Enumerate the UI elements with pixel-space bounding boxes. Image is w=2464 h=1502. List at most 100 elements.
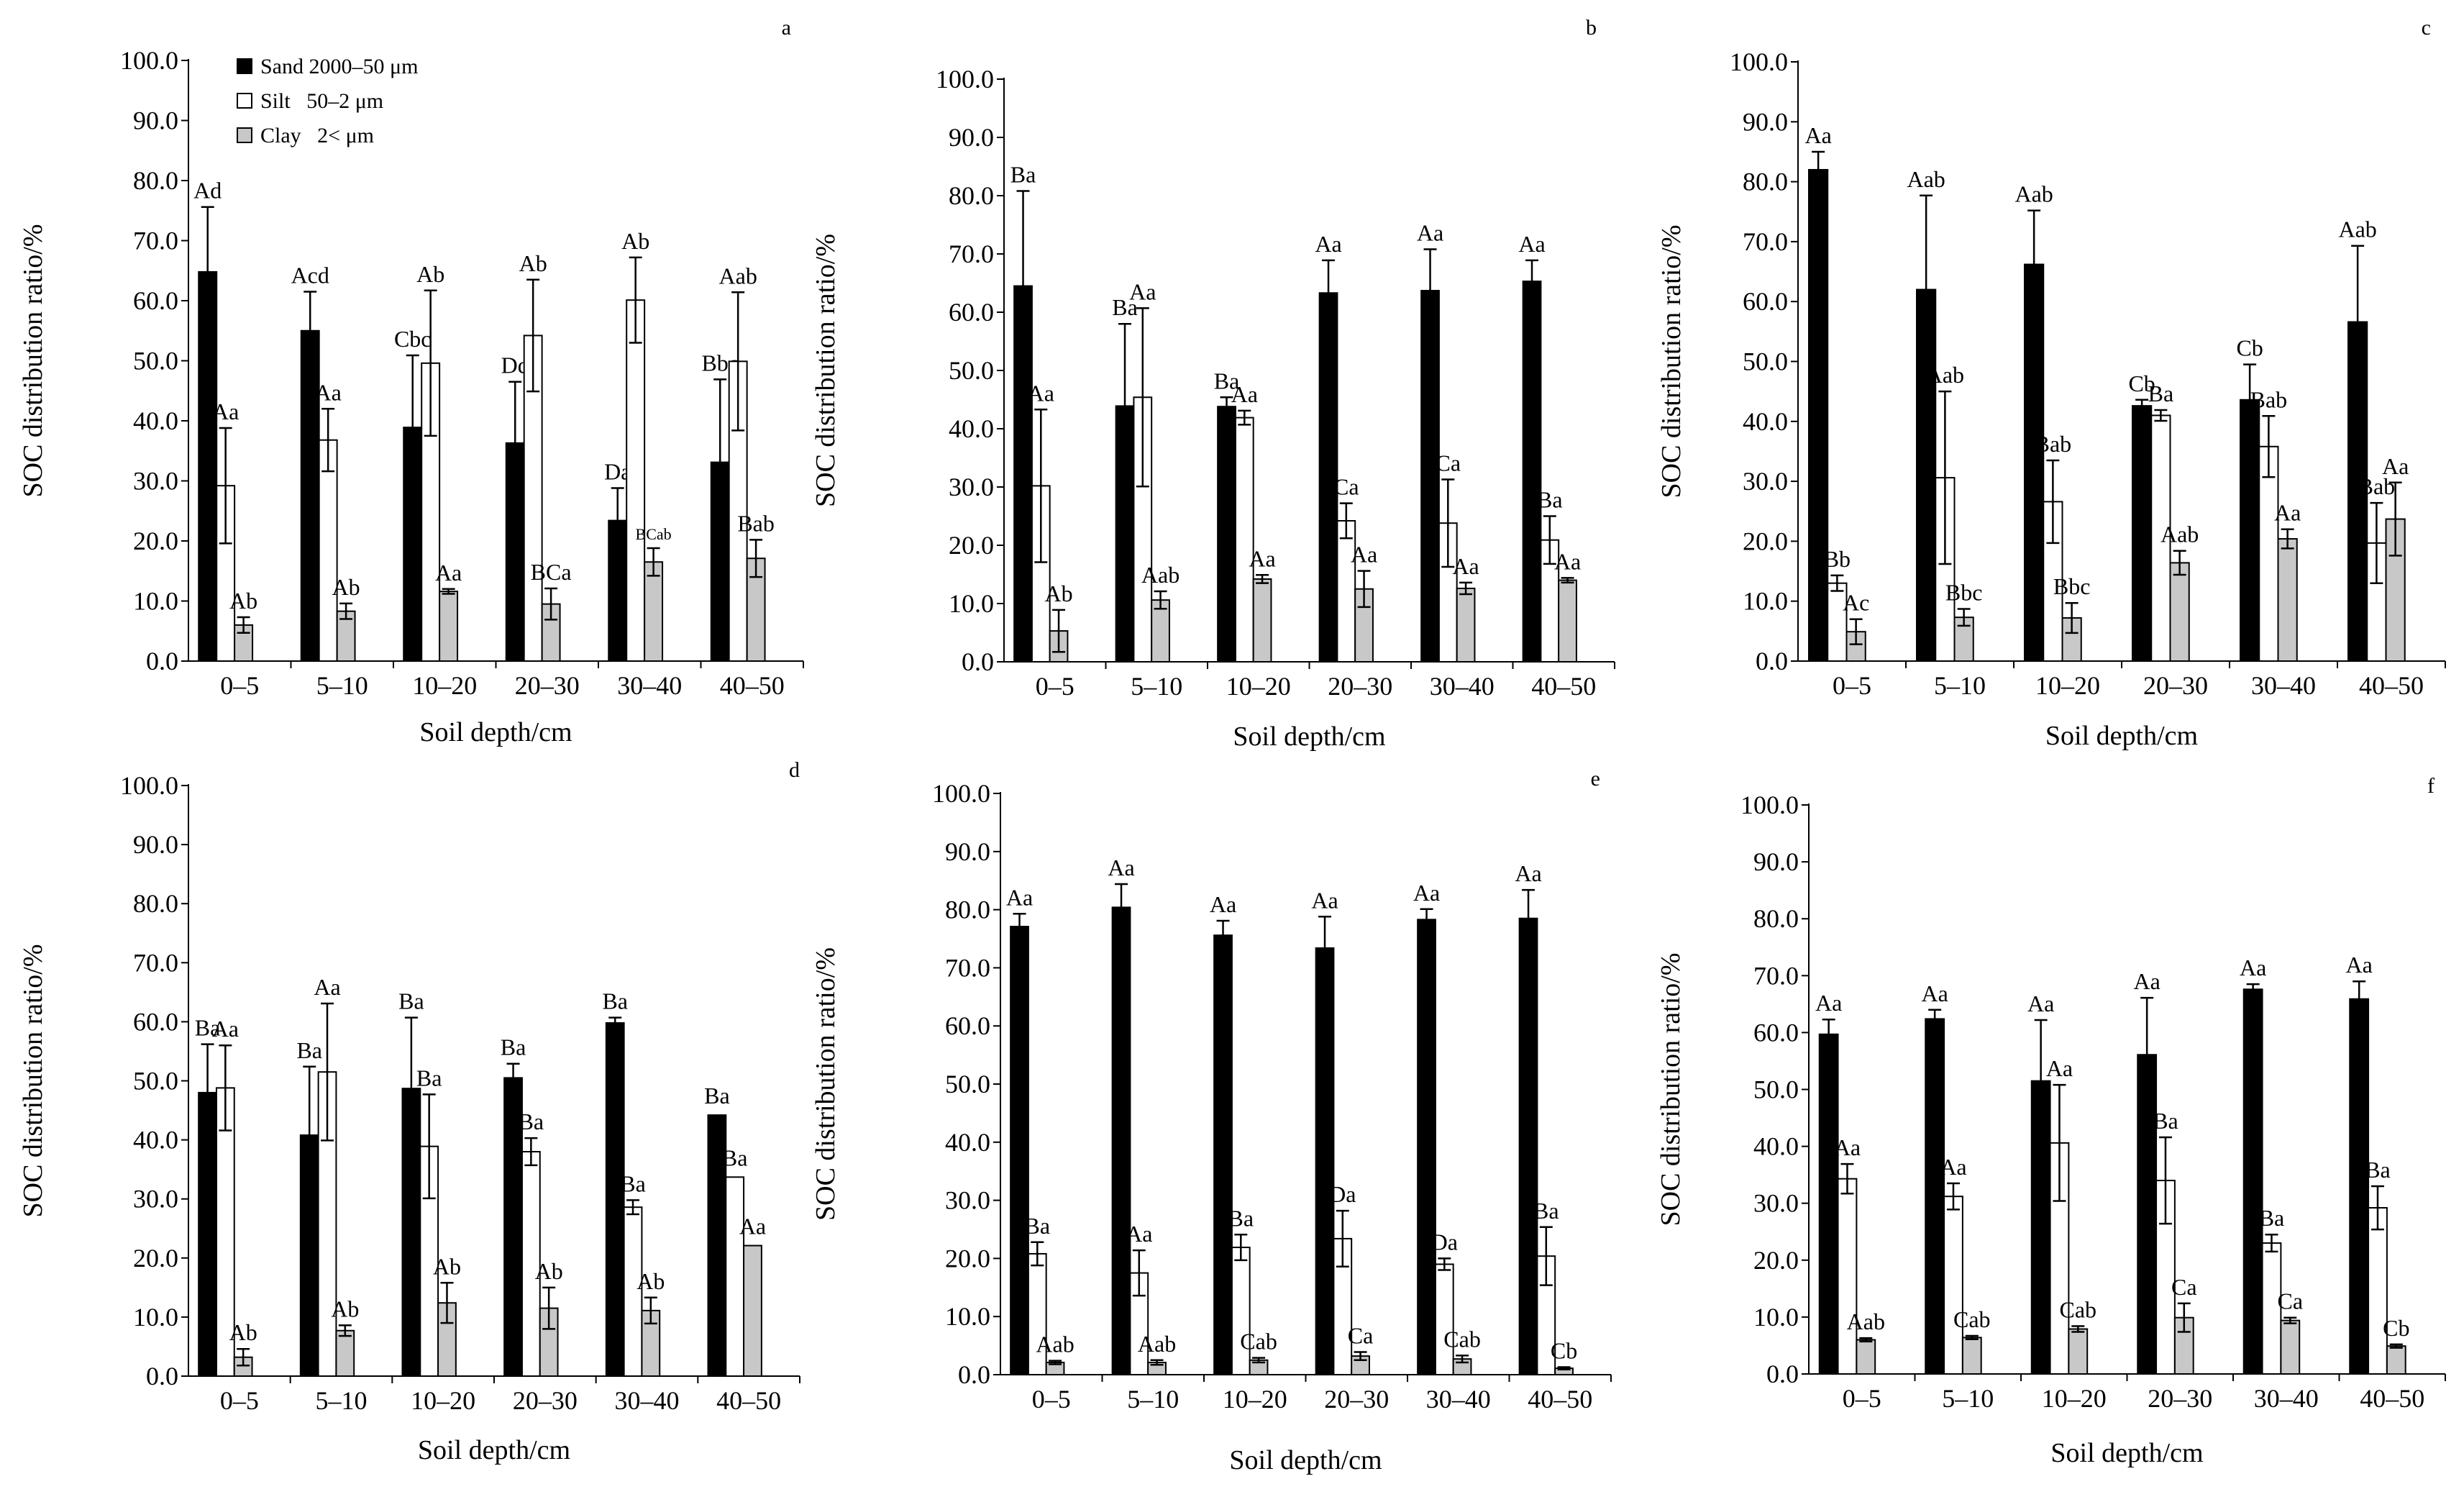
data-label-clay-a: BCa	[531, 559, 572, 585]
bar-clay-a	[644, 561, 664, 662]
y-axis-label-c: SOC distribution ratio/%	[1656, 225, 1687, 499]
data-label-clay-d: Ab	[535, 1258, 563, 1284]
y-tick-label-b: 80.0	[949, 181, 994, 210]
x-tick-label-b: 30–40	[1430, 672, 1495, 701]
data-label-silt-e: Aa	[1126, 1221, 1152, 1247]
data-label-silt-e: Da	[1329, 1181, 1356, 1207]
y-tick-label-d: 90.0	[133, 830, 178, 859]
bar-sand-e	[1417, 919, 1436, 1376]
bar-silt-f	[1837, 1178, 1858, 1375]
chart-panel-e: e 0.0 10.0 20.0 30.0 40.0 50.0 60.0 70.0 80.0 90.0…	[811, 767, 1612, 1475]
bar-sand-c	[2240, 399, 2260, 662]
y-tick-label-d: 50.0	[133, 1067, 178, 1096]
bar-silt-d	[623, 1206, 643, 1377]
bar-sand-d	[605, 1022, 625, 1377]
y-tick-label-c: 90.0	[1743, 107, 1788, 136]
x-tick-label-e: 40–50	[1528, 1385, 1592, 1414]
data-label-clay-c: Bbc	[2053, 573, 2091, 599]
y-tick-label-c: 0.0	[1756, 647, 1788, 675]
y-axis-label-b: SOC distribution ratio/%	[811, 234, 841, 507]
x-tick-label-f: 20–30	[2148, 1384, 2212, 1413]
panel-letter-e: e	[1591, 767, 1600, 791]
data-label-silt-d: Aa	[212, 1016, 239, 1042]
data-label-silt-c: Bab	[2250, 386, 2288, 412]
bar-clay-b	[1151, 599, 1170, 663]
legend-label-sand: Sand 2000–50 μm	[260, 55, 418, 78]
data-label-silt-d: Aa	[314, 974, 340, 1000]
x-tick-label-a: 40–50	[720, 671, 785, 700]
y-tick-label-a: 40.0	[133, 406, 178, 435]
bar-silt-a	[626, 299, 646, 662]
y-tick-label-e: 50.0	[945, 1070, 990, 1098]
data-label-sand-c: Aab	[1907, 166, 1945, 192]
data-label-sand-a: Acd	[291, 262, 329, 288]
bar-sand-e	[1111, 906, 1131, 1376]
y-tick-label-d: 30.0	[133, 1185, 178, 1214]
bar-clay-f	[1856, 1339, 1876, 1375]
y-tick-label-c: 60.0	[1743, 287, 1788, 316]
x-tick-label-e: 10–20	[1223, 1385, 1287, 1414]
data-label-sand-e: Aa	[1413, 880, 1440, 906]
data-label-sand-c: Aa	[1804, 122, 1831, 148]
panel-letter-f: f	[2427, 774, 2435, 798]
data-label-silt-b: Ba	[1537, 487, 1563, 513]
y-tick-label-c: 80.0	[1743, 168, 1788, 196]
bar-silt-d	[215, 1087, 235, 1378]
data-label-clay-f: Cab	[1953, 1306, 1991, 1332]
data-label-sand-e: Aa	[1515, 860, 1541, 886]
data-label-clay-b: Aa	[1554, 548, 1581, 574]
bar-sand-c	[2132, 405, 2153, 663]
bar-sand-f	[2242, 988, 2263, 1375]
legend-swatch-silt	[237, 93, 252, 109]
data-label-sand-f: Aa	[2240, 955, 2266, 980]
x-tick-label-c: 20–30	[2143, 671, 2208, 700]
data-label-silt-f: Aa	[1834, 1134, 1861, 1160]
y-tick-label-b: 60.0	[949, 298, 994, 327]
data-label-clay-f: Ca	[2278, 1288, 2304, 1314]
bar-sand-b	[1217, 406, 1236, 663]
y-tick-label-d: 100.0	[120, 771, 178, 800]
y-tick-label-a: 10.0	[133, 587, 178, 616]
y-tick-label-e: 90.0	[945, 837, 990, 866]
y-tick-label-d: 40.0	[133, 1126, 178, 1155]
bar-clay-b	[1252, 578, 1272, 663]
y-tick-label-a: 100.0	[120, 46, 178, 75]
data-label-clay-b: Aa	[1249, 545, 1275, 571]
data-label-sand-e: Aa	[1108, 855, 1134, 880]
data-label-silt-e: Da	[1431, 1229, 1458, 1255]
x-tick-label-e: 20–30	[1324, 1385, 1389, 1414]
x-axis-label-c: Soil depth/cm	[2045, 721, 2198, 751]
bar-clay-a	[439, 591, 459, 663]
y-tick-label-b: 30.0	[949, 473, 994, 501]
data-label-clay-f: Aab	[1847, 1308, 1885, 1334]
data-label-clay-d: Ab	[331, 1296, 359, 1321]
bar-sand-e	[1010, 926, 1029, 1375]
data-label-sand-f: Aa	[1815, 990, 1842, 1016]
chart-panel-f: f 0.0 10.0 20.0 30.0 40.0 50.0 60.0 70.0 80.0 90.0…	[1656, 774, 2446, 1468]
bar-clay-f	[2386, 1345, 2406, 1375]
legend-swatch-clay	[237, 127, 252, 143]
x-tick-label-f: 40–50	[2360, 1384, 2424, 1413]
data-label-sand-b: Ba	[1010, 162, 1036, 188]
data-label-sand-f: Aa	[1922, 980, 1948, 1006]
y-tick-label-e: 70.0	[945, 953, 990, 982]
x-tick-label-e: 0–5	[1032, 1385, 1071, 1414]
data-label-sand-b: Aa	[1315, 231, 1341, 257]
bar-clay-f	[1961, 1337, 1982, 1375]
panel-letter-d: d	[789, 758, 800, 782]
y-tick-label-f: 30.0	[1753, 1189, 1799, 1218]
data-label-sand-f: Aa	[2346, 952, 2373, 978]
data-label-silt-a: Ab	[416, 261, 444, 287]
data-label-silt-d: Ba	[722, 1144, 748, 1170]
data-label-sand-e: Aa	[1006, 884, 1033, 910]
x-tick-label-f: 10–20	[2042, 1384, 2107, 1413]
data-label-silt-b: Aa	[1231, 381, 1258, 407]
x-tick-label-d: 10–20	[411, 1386, 475, 1415]
chart-panel-c: c 0.0 10.0 20.0 30.0 40.0 50.0 60.0 70.0 80.0 90.0…	[1656, 16, 2446, 751]
y-tick-label-d: 80.0	[133, 889, 178, 918]
y-axis-label-f: SOC distribution ratio/%	[1656, 953, 1686, 1226]
x-tick-label-a: 10–20	[412, 671, 477, 700]
panel-letter-a: a	[782, 16, 791, 40]
data-label-clay-e: Cab	[1443, 1326, 1481, 1352]
